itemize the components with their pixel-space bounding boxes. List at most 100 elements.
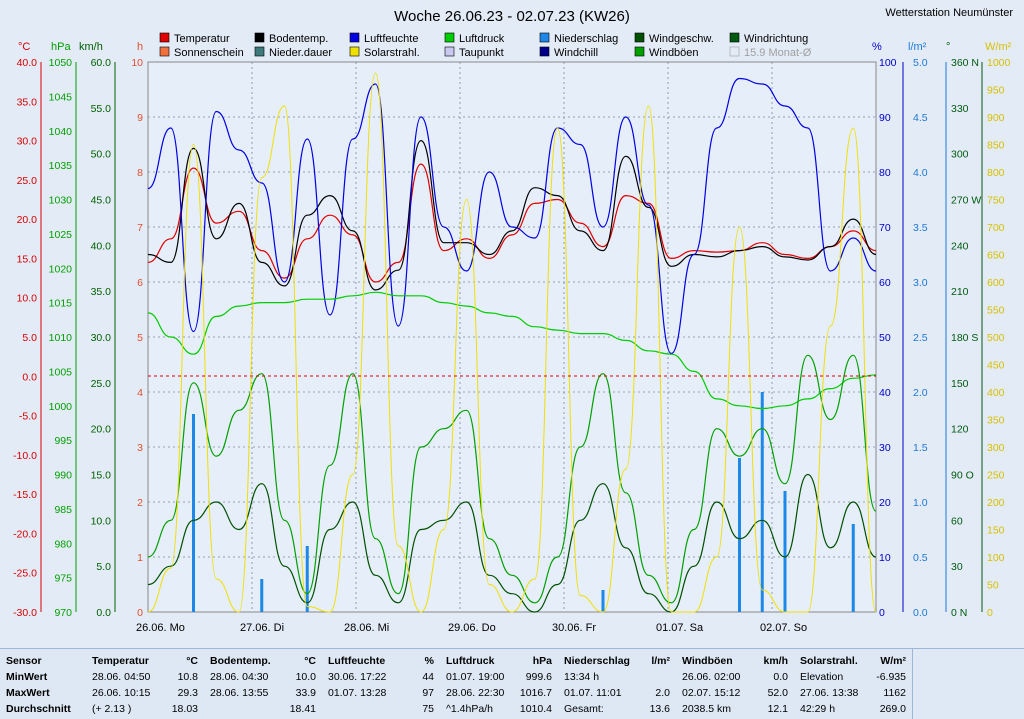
stats-title: Luftdruck bbox=[446, 655, 495, 667]
humidity-tick-label: 70 bbox=[879, 222, 891, 234]
stats-row: (+ 2.13 ) 18.03 bbox=[92, 701, 198, 718]
stats-row: Gesamt: 13.6 bbox=[564, 701, 670, 718]
temperature-tick-label: 10.0 bbox=[17, 293, 38, 305]
stats-column: Temperatur °C 28.06. 04:50 10.8 26.06. 10:15… bbox=[86, 649, 205, 719]
legend: Temperatur Sonnenschein Bodentemp. Nieder.d… bbox=[159, 32, 812, 59]
legend-label: Solarstrahl. bbox=[364, 47, 420, 59]
temperature-tick-label: -5.0 bbox=[19, 411, 37, 423]
stats-label: 01.07. 11:01 bbox=[564, 687, 622, 699]
pressure-tick-label: 1035 bbox=[49, 160, 73, 172]
stats-title: Solarstrahl. bbox=[800, 655, 858, 667]
series-line bbox=[147, 354, 877, 604]
stats-row: 01.07. 19:00 999.6 bbox=[446, 669, 552, 686]
temperature-tick-label: -30.0 bbox=[13, 607, 37, 619]
stats-unit: l/m² bbox=[651, 655, 670, 667]
humidity-tick-label: 50 bbox=[879, 332, 891, 344]
direction-tick-label: 360 N bbox=[951, 57, 979, 69]
direction-tick-label: 30 bbox=[951, 561, 963, 573]
stats-row: 28.06. 13:55 33.9 bbox=[210, 685, 316, 702]
stats-column: Niederschlag l/m² 13:34 h 01.07. 11:01 2.0 Ge… bbox=[558, 649, 677, 719]
series-line bbox=[147, 72, 877, 613]
direction-tick-label: 270 W bbox=[951, 195, 981, 207]
pressure-tick-label: 975 bbox=[54, 573, 72, 585]
stats-label: Durchschnitt bbox=[6, 703, 71, 715]
series-lines bbox=[147, 72, 877, 613]
stats-label: Elevation bbox=[800, 671, 844, 683]
stats-value: 29.3 bbox=[177, 687, 198, 699]
legend-label: Windrichtung bbox=[744, 33, 808, 45]
legend-swatch bbox=[254, 46, 265, 57]
precip-tick-label: 4.5 bbox=[913, 112, 928, 124]
humidity-tick-label: 10 bbox=[879, 552, 891, 564]
temperature-tick-label: 0.0 bbox=[22, 371, 37, 383]
humidity-tick-label: 40 bbox=[879, 387, 891, 399]
right-unit: % bbox=[872, 41, 882, 53]
direction-tick-label: 60 bbox=[951, 515, 963, 527]
precip-tick-label: 1.5 bbox=[913, 442, 928, 454]
series-line bbox=[147, 139, 877, 291]
solar-tick-label: 450 bbox=[987, 360, 1005, 372]
stats-unit: °C bbox=[186, 655, 198, 667]
stats-row: Elevation -6.935 bbox=[800, 669, 906, 686]
grid bbox=[148, 62, 876, 612]
legend-swatch bbox=[349, 46, 360, 57]
stats-value: 0.0 bbox=[773, 671, 788, 683]
stats-row: 01.07. 11:01 2.0 bbox=[564, 685, 670, 702]
stats-header: Niederschlag l/m² bbox=[564, 653, 670, 670]
pressure-tick-label: 1045 bbox=[49, 91, 73, 103]
precip-tick-label: 0.5 bbox=[913, 552, 928, 564]
stats-label: (+ 2.13 ) bbox=[92, 703, 132, 715]
plot-area bbox=[147, 61, 877, 613]
humidity-tick-label: 20 bbox=[879, 497, 891, 509]
station-name: Wetterstation Neumünster bbox=[885, 7, 1013, 19]
stats-column: Luftdruck hPa 01.07. 19:00 999.6 28.06. 22:3… bbox=[440, 649, 559, 719]
stats-row: 27.06. 13:38 1162 bbox=[800, 685, 906, 702]
stats-title: Bodentemp. bbox=[210, 655, 271, 667]
stats-title: Temperatur bbox=[92, 655, 149, 667]
precip-bar bbox=[760, 392, 764, 612]
chart-title: Woche 26.06.23 - 02.07.23 (KW26) bbox=[394, 8, 630, 25]
solar-tick-label: 700 bbox=[987, 222, 1005, 234]
stats-title: Luftfeuchte bbox=[328, 655, 386, 667]
legend-label: Luftdruck bbox=[459, 33, 505, 45]
pressure-tick-label: 1005 bbox=[49, 366, 73, 378]
precip-bars bbox=[192, 392, 855, 612]
temperature-tick-label: -15.0 bbox=[13, 489, 37, 501]
wind-tick-label: 15.0 bbox=[91, 470, 112, 482]
wind-tick-label: 20.0 bbox=[91, 424, 112, 436]
day-label: 30.06. Fr bbox=[552, 622, 596, 634]
stats-row: 75 bbox=[328, 701, 434, 718]
stats-label: 01.07. 13:28 bbox=[328, 687, 387, 699]
stats-title: Sensor bbox=[6, 655, 42, 667]
direction-tick-label: 120 bbox=[951, 424, 969, 436]
hours-tick-label: 7 bbox=[137, 222, 143, 234]
stats-row: 01.07. 13:28 97 bbox=[328, 685, 434, 702]
stats-unit: km/h bbox=[763, 655, 788, 667]
hours-tick-label: 3 bbox=[137, 442, 143, 454]
stats-header: Solarstrahl. W/m² bbox=[800, 653, 906, 670]
direction-tick-label: 150 bbox=[951, 378, 969, 390]
precip-bar bbox=[260, 579, 264, 612]
temperature-tick-label: 35.0 bbox=[17, 96, 38, 108]
precip-bar bbox=[851, 524, 855, 612]
solar-tick-label: 50 bbox=[987, 580, 999, 592]
legend-swatch bbox=[444, 32, 455, 43]
wind-tick-label: 0.0 bbox=[96, 607, 111, 619]
solar-tick-label: 900 bbox=[987, 112, 1005, 124]
stats-row: 02.07. 15:12 52.0 bbox=[682, 685, 788, 702]
temperature-tick-label: 30.0 bbox=[17, 136, 38, 148]
stats-row: 28.06. 04:50 10.8 bbox=[92, 669, 198, 686]
precip-tick-label: 3.0 bbox=[913, 277, 928, 289]
legend-label: Nieder.dauer bbox=[269, 47, 332, 59]
direction-tick-label: 210 bbox=[951, 286, 969, 298]
precip-bar bbox=[601, 590, 605, 612]
stats-column: Solarstrahl. W/m² Elevation -6.935 27.06. 13… bbox=[794, 649, 913, 719]
hours-tick-label: 6 bbox=[137, 277, 143, 289]
pressure-tick-label: 1010 bbox=[49, 332, 73, 344]
solar-tick-label: 250 bbox=[987, 470, 1005, 482]
solar-tick-label: 800 bbox=[987, 167, 1005, 179]
direction-tick-label: 330 bbox=[951, 103, 969, 115]
stats-unit: hPa bbox=[532, 655, 552, 667]
legend-swatch bbox=[729, 46, 740, 57]
legend-label: Luftfeuchte bbox=[364, 33, 418, 45]
